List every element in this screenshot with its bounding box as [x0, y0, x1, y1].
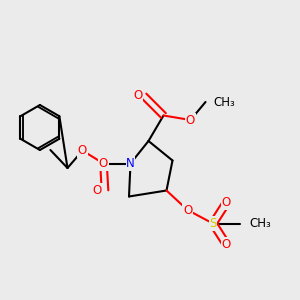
Text: O: O	[78, 144, 87, 157]
Text: O: O	[222, 238, 231, 251]
Text: CH₃: CH₃	[249, 217, 271, 230]
Text: S: S	[209, 217, 217, 230]
Text: O: O	[134, 89, 142, 103]
Text: O: O	[222, 196, 231, 209]
Text: O: O	[186, 113, 195, 127]
Text: N: N	[126, 157, 135, 170]
Text: CH₃: CH₃	[213, 95, 235, 109]
Text: O: O	[99, 157, 108, 170]
Text: O: O	[93, 184, 102, 197]
Text: O: O	[183, 203, 192, 217]
